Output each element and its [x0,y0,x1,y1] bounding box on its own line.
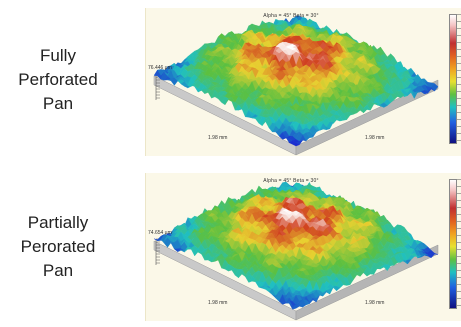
height-colorbar [449,14,457,144]
height-colorbar [449,179,457,309]
view-angle-label: Alpha = 45° Beta = 30° [263,178,319,184]
row-label-line: Partially [27,213,89,232]
surface-mesh [153,181,439,310]
base-slab-right [295,244,439,321]
view-angle-label: Alpha = 45° Beta = 30° [263,13,319,19]
row-label-line: Pan [42,261,74,280]
x-length-label: 1.98 mm [208,300,228,306]
surface-facet [292,303,300,310]
row-label-fully-perforated: Fully Perforated Pan [0,44,116,116]
y-length-label: 1.98 mm [365,135,385,141]
row-label-line: Perforated [18,70,98,89]
height-scale-label: 74.654 μm [148,230,172,236]
row-label-partially-perforated: Partially Perorated Pan [0,211,116,283]
height-axis-ruler [155,238,160,265]
height-scale-label: 76.446 μm [148,65,172,71]
colorbar-ticks [457,179,461,309]
surface-3d-render [153,15,439,156]
row-label-line: Fully [40,46,76,65]
y-length-label: 1.98 mm [365,300,385,306]
row-label-line: Pan [42,94,74,113]
row-label-line: Perorated [20,237,96,256]
surface-plot-fully-perforated: Alpha = 45° Beta = 30° 76.446 μm 1.98 mm… [145,8,461,156]
surface-plot-partially-perforated: Alpha = 45° Beta = 30° 74.654 μm 1.98 mm… [145,173,461,321]
colorbar-ticks [457,14,461,144]
surface-3d-render [153,181,439,321]
x-length-label: 1.98 mm [208,135,228,141]
surface-facet [292,142,300,147]
surface-mesh [153,15,439,147]
